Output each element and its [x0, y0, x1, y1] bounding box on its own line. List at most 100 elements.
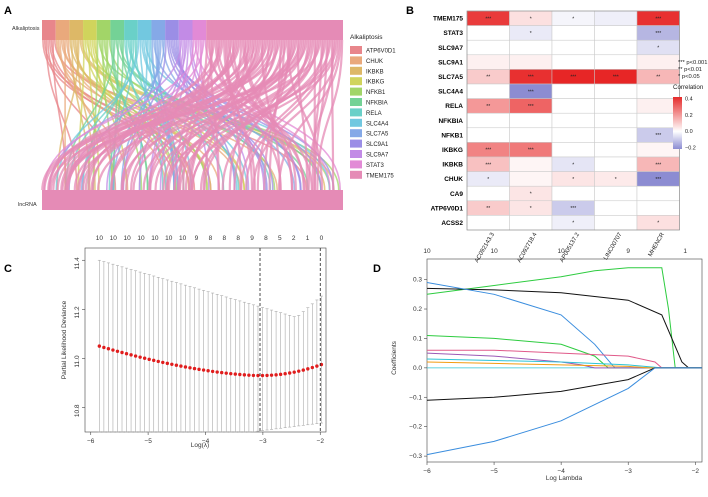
- heatmap-cell: [595, 157, 638, 172]
- cv-mean-point: [225, 371, 228, 374]
- cv-mean-point: [161, 361, 164, 364]
- heatmap-cell-significance: ***: [528, 148, 534, 154]
- cv-mean-point: [252, 374, 255, 377]
- heatmap-cell-significance: *: [572, 177, 574, 183]
- heatmap-cell: [552, 128, 595, 143]
- alluvial-top-stratum: [165, 20, 179, 40]
- heatmap-cell-significance: ***: [485, 16, 491, 22]
- cv-mean-point: [261, 374, 264, 377]
- heatmap-cell: [595, 113, 638, 128]
- heatmap-cell: [595, 215, 638, 230]
- alluvial-legend-label: RELA: [366, 111, 382, 117]
- alluvial-bottom-label: lncRNA: [18, 202, 37, 208]
- alluvial-legend-swatch: [350, 56, 362, 64]
- cv-top-count: 10: [165, 235, 173, 242]
- heatmap-cell-significance: *: [530, 206, 532, 212]
- alluvial-top-stratum: [193, 20, 207, 40]
- coef-path-line: [427, 368, 702, 400]
- coef-x-tick-label: −4: [557, 468, 565, 475]
- cv-mean-point: [175, 364, 178, 367]
- alluvial-legend-swatch: [350, 88, 362, 96]
- coef-x-tick-label: −5: [490, 468, 498, 475]
- alluvial-legend-label: STAT3: [366, 163, 384, 169]
- heatmap-cell: [595, 186, 638, 201]
- cv-mean-point: [193, 367, 196, 370]
- colorbar-tick: 0.2: [685, 113, 693, 119]
- heatmap-cell-significance: *: [657, 221, 659, 227]
- cv-mean-point: [143, 357, 146, 360]
- coef-y-tick-label: 0.1: [413, 335, 422, 342]
- cv-mean-point: [202, 368, 205, 371]
- cv-x-tick-label: −3: [259, 438, 267, 445]
- heatmap-cell: [595, 11, 638, 26]
- colorbar-tick: 0.4: [685, 97, 693, 103]
- heatmap-cell-significance: *: [530, 16, 532, 22]
- coef-y-tick-label: −0.2: [409, 424, 422, 431]
- cv-y-axis-label: Partial Likelihood Deviance: [61, 300, 68, 379]
- alluvial-legend-label: NFKBIA: [366, 101, 388, 107]
- cv-mean-point: [229, 372, 232, 375]
- alluvial-legend-label: TMEM175: [366, 173, 394, 179]
- cv-mean-point: [211, 370, 214, 373]
- heatmap-cell-significance: **: [486, 206, 490, 212]
- heatmap-cell-significance: ***: [570, 75, 576, 81]
- cv-mean-point: [138, 355, 141, 358]
- colorbar: [673, 97, 682, 149]
- alluvial-legend-label: IKBKB: [366, 69, 384, 75]
- cv-top-count: 10: [96, 235, 104, 242]
- panel-b: B TMEM175********STAT3****SLC9A7*SLC9A1S…: [406, 5, 708, 264]
- alluvial-top-stratum: [151, 20, 165, 40]
- significance-legend-entry: ** p<0.01: [678, 67, 702, 73]
- heatmap-cell: [637, 186, 680, 201]
- cv-mean-point: [102, 346, 105, 349]
- heatmap-cell: [595, 55, 638, 70]
- coef-top-count: 9: [626, 248, 630, 255]
- coef-top-count: 1: [683, 248, 687, 255]
- heatmap-cell: [637, 55, 680, 70]
- heatmap-cell-significance: ***: [655, 162, 661, 168]
- heatmap-cell-significance: ***: [528, 89, 534, 95]
- coef-x-axis-label: Log Lambda: [546, 475, 583, 482]
- cv-top-count: 10: [179, 235, 187, 242]
- cv-mean-point: [206, 369, 209, 372]
- heatmap-row-label: SLC4A4: [438, 89, 463, 96]
- heatmap-cell-significance: **: [656, 75, 660, 81]
- heatmap-cell: [552, 113, 595, 128]
- coef-top-count: 10: [558, 248, 566, 255]
- heatmap-row-label: SLC9A7: [438, 45, 463, 52]
- cv-top-count: 10: [123, 235, 131, 242]
- alluvial-top-stratum: [110, 20, 124, 40]
- cv-top-count: 8: [222, 235, 226, 242]
- cv-top-count: 10: [110, 235, 118, 242]
- coef-x-tick-label: −3: [625, 468, 633, 475]
- coef-y-tick-label: 0.3: [413, 277, 422, 284]
- heatmap-cell: [595, 99, 638, 114]
- heatmap-row-label: SLC9A1: [438, 59, 463, 66]
- heatmap-cell: [510, 55, 553, 70]
- heatmap-cell-significance: *: [572, 16, 574, 22]
- alluvial-legend-label: SLC7A5: [366, 132, 389, 138]
- cv-top-count: 8: [236, 235, 240, 242]
- heatmap-cell-significance: *: [572, 221, 574, 227]
- cv-mean-point: [234, 372, 237, 375]
- correlation-heatmap: TMEM175********STAT3****SLC9A7*SLC9A1SLC…: [431, 11, 680, 264]
- heatmap-cell-significance: *: [657, 46, 659, 52]
- heatmap-cell: [510, 40, 553, 55]
- heatmap-cell: [467, 215, 510, 230]
- heatmap-cell-significance: *: [530, 192, 532, 198]
- alluvial-top-label: Alkaliptosis: [12, 26, 40, 32]
- heatmap-cell-significance: *: [530, 31, 532, 37]
- cv-mean-point: [270, 373, 273, 376]
- heatmap-cell: [552, 186, 595, 201]
- heatmap-cell: [552, 99, 595, 114]
- cv-top-count: 1: [306, 235, 310, 242]
- heatmap-cell: [595, 26, 638, 41]
- heatmap-row-label: NFKBIA: [438, 118, 463, 125]
- cv-mean-point: [306, 367, 309, 370]
- heatmap-row-label: IKBKG: [442, 147, 463, 154]
- heatmap-cell: [510, 215, 553, 230]
